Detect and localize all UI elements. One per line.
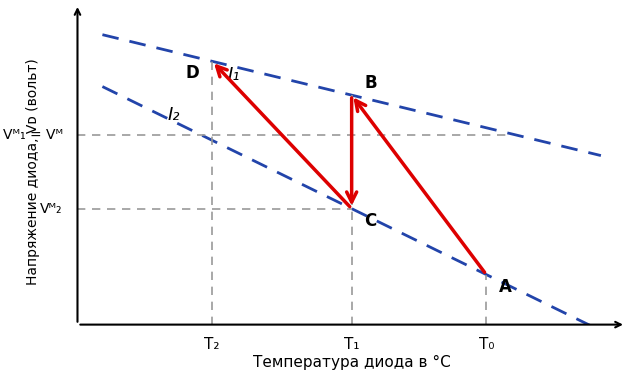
Text: T₂: T₂	[204, 337, 220, 352]
Text: C: C	[364, 212, 376, 230]
Text: Vᴹ₁ = Vᴹ: Vᴹ₁ = Vᴹ	[3, 128, 62, 142]
Text: B: B	[364, 74, 377, 92]
Text: Напряжение диода, Vᴅ (вольт): Напряжение диода, Vᴅ (вольт)	[26, 59, 40, 285]
Text: A: A	[499, 278, 512, 296]
Text: Температура диода в °C: Температура диода в °C	[253, 355, 450, 370]
Text: I₂: I₂	[167, 106, 180, 124]
Text: Vᴹ₂: Vᴹ₂	[40, 202, 62, 216]
Text: D: D	[186, 64, 200, 82]
Text: I₁: I₁	[227, 66, 239, 85]
Text: T₁: T₁	[344, 337, 359, 352]
Text: T₀: T₀	[479, 337, 494, 352]
